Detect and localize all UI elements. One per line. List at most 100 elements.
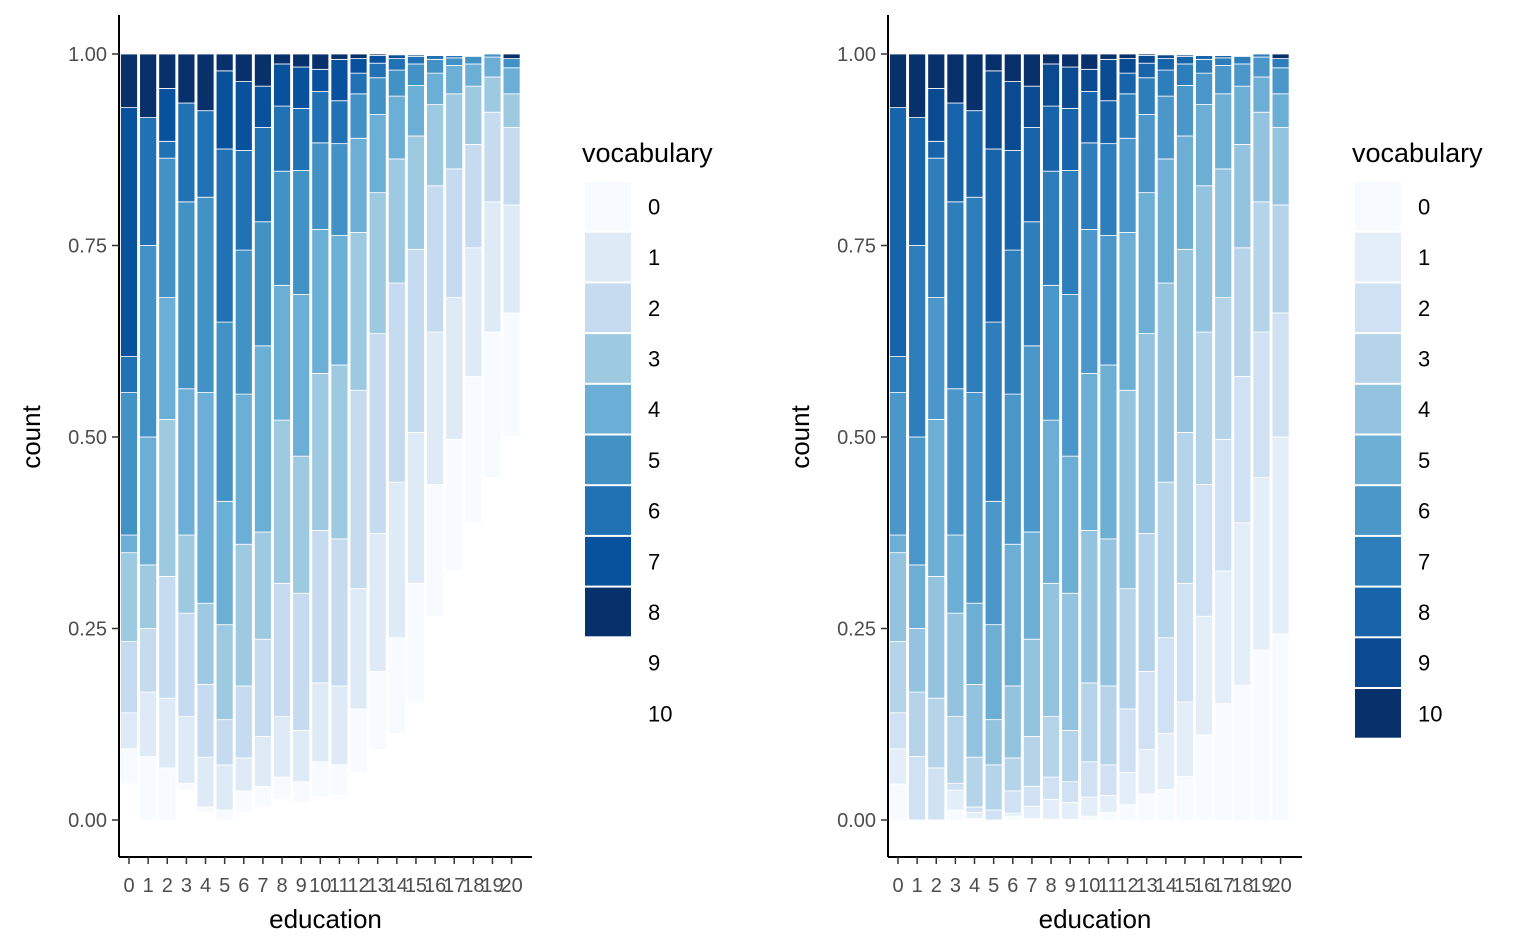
- y-tick-label: 1.00: [68, 44, 107, 66]
- legend-label: 9: [648, 651, 660, 676]
- bar-segment-x13-level10: [1137, 53, 1156, 56]
- bar-segment-x4-level5: [196, 196, 215, 393]
- bar-segment-x2-level2: [927, 767, 946, 821]
- legend-swatch-7: [585, 536, 631, 586]
- legend-label: 9: [1418, 651, 1430, 676]
- bar-segment-x4-level10: [965, 53, 984, 112]
- x-tick-label: 10: [309, 875, 331, 897]
- bar-segment-x13-level8: [368, 53, 387, 56]
- bar-segment-x0-level5: [889, 534, 907, 554]
- bar-segment-x2-level3: [158, 418, 177, 577]
- bar-segment-x6-level3: [234, 543, 253, 687]
- bar-segment-x19-level5: [483, 53, 502, 58]
- bar-segment-x13-level8: [1137, 62, 1156, 79]
- bar-segment-x9-level3: [1061, 729, 1080, 783]
- bar-segment-x7-level3: [254, 531, 272, 640]
- bar-segment-x1-level3: [139, 564, 158, 629]
- bar-segment-x16-level8: [1195, 55, 1213, 60]
- x-tick-label: 17: [443, 875, 465, 897]
- bar-segment-x8-level1: [273, 716, 291, 778]
- bar-segment-x0-level8: [120, 53, 138, 109]
- bar-segment-x10-level1: [1080, 796, 1099, 817]
- bar-segment-x12-level2: [349, 389, 368, 590]
- bar-segment-x4-level1: [965, 811, 984, 819]
- bar-segment-x5-level7: [984, 321, 1003, 502]
- bar-segment-x19-level1: [483, 201, 502, 333]
- bar-segment-x10-level4: [1080, 530, 1099, 684]
- legend-label: 0: [648, 194, 660, 219]
- bar-segment-x8-level2: [1042, 776, 1060, 800]
- bar-segment-x5-level6: [215, 148, 234, 323]
- bar-segment-x20-level0: [502, 312, 521, 438]
- bar-segment-x8-level3: [1042, 716, 1060, 778]
- bar-segment-x1-level8: [908, 117, 927, 246]
- bar-segment-x15-level0: [1176, 775, 1194, 821]
- bar-segment-x12-level8: [349, 53, 368, 59]
- bar-segment-x9-level2: [292, 592, 311, 731]
- bar-segment-x5-level4: [984, 719, 1003, 766]
- bar-segment-x13-level4: [1137, 333, 1156, 534]
- bar-segment-x7-level0: [254, 785, 272, 807]
- bar-segment-x9-level7: [1061, 170, 1080, 295]
- bar-segment-x6-level3: [1003, 757, 1022, 792]
- bar-segment-x8-level6: [273, 105, 291, 172]
- y-tick-label: 0.25: [68, 619, 107, 641]
- bar-segment-x10-level6: [1080, 229, 1099, 374]
- bar-segment-x20-level8: [502, 53, 521, 59]
- bar-segment-x17-level4: [1214, 168, 1233, 298]
- bar-segment-x16-level5: [426, 58, 444, 74]
- x-tick-label: 2: [162, 875, 173, 897]
- bar-segment-x2-level0: [158, 767, 177, 821]
- bar-segment-x11-level1: [1099, 795, 1118, 813]
- bar-segment-x13-level5: [368, 77, 387, 115]
- x-tick-label: 17: [1212, 875, 1234, 897]
- bar-segment-x4-level3: [196, 602, 215, 685]
- bar-segment-x7-level6: [254, 127, 272, 223]
- x-axis-title: education: [1039, 904, 1152, 934]
- x-tick-label: 1: [912, 875, 923, 897]
- bar-segment-x3-level2: [946, 782, 965, 791]
- bar-segment-x11-level8: [1099, 100, 1118, 145]
- bar-segment-x2-level1: [158, 697, 177, 769]
- bar-segment-x1-level6: [908, 436, 927, 566]
- bar-segment-x12-level6: [349, 72, 368, 95]
- bar-segment-x1-level5: [139, 245, 158, 438]
- bar-segment-x4-level3: [965, 756, 984, 808]
- bar-segment-x11-level4: [330, 235, 349, 366]
- bar-segment-x2-level2: [158, 576, 177, 699]
- bar-segment-x3-level10: [946, 53, 965, 104]
- bar-segment-x20-level1: [502, 204, 521, 314]
- bar-segment-x16-level3: [426, 104, 444, 187]
- bar-segment-x15-level8: [407, 53, 425, 56]
- bar-segment-x15-level3: [1176, 431, 1194, 584]
- x-tick-label: 9: [1065, 875, 1076, 897]
- legend-label: 3: [1418, 346, 1430, 371]
- bar-segment-x4-level5: [965, 602, 984, 685]
- x-tick-label: 3: [950, 875, 961, 897]
- bar-segment-x17-level0: [445, 438, 464, 572]
- bar-segment-x6-level5: [234, 249, 253, 395]
- bar-segment-x0-level6: [889, 392, 907, 536]
- x-tick-label: 5: [988, 875, 999, 897]
- bar-segment-x18-level2: [1233, 376, 1252, 524]
- bar-segment-x0-level4: [120, 534, 138, 554]
- bar-segment-x6-level0: [234, 790, 253, 814]
- bar-segment-x12-level3: [349, 232, 368, 391]
- bar-segment-x5-level5: [984, 624, 1003, 721]
- legend-label: 0: [1418, 194, 1430, 219]
- bar-segment-x14-level8: [387, 53, 406, 56]
- bar-segment-x20-level4: [1271, 127, 1290, 206]
- bar-segment-x4-level4: [196, 392, 215, 604]
- bar-segment-x8-level10: [1042, 53, 1060, 65]
- bar-segment-x12-level8: [1118, 72, 1137, 95]
- bar-segment-x12-level1: [349, 588, 368, 710]
- x-tick-label: 9: [296, 875, 307, 897]
- bar-segment-x8-level7: [273, 63, 291, 107]
- bar-segment-x8-level3: [273, 419, 291, 584]
- bar-segment-x18-level7: [1233, 55, 1252, 65]
- bar-segment-x11-level9: [1099, 58, 1118, 102]
- bar-segment-x9-level4: [292, 294, 311, 457]
- x-tick-label: 2: [931, 875, 942, 897]
- bar-segment-x11-level8: [330, 53, 349, 60]
- bar-segment-x6-level8: [1003, 150, 1022, 251]
